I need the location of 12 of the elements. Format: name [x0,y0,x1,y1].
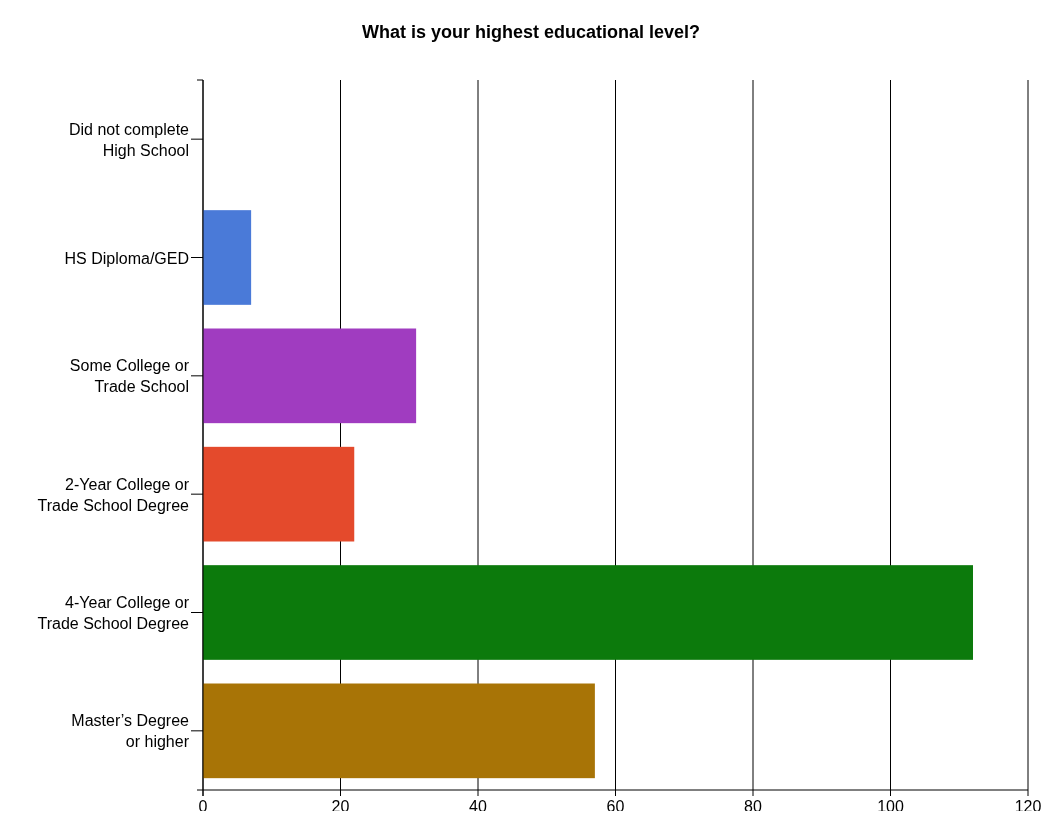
bar [203,565,973,660]
bar [203,683,595,779]
y-tick-label: 4-Year College or Trade School Degree [37,594,190,632]
y-tick-label: Did not complete High School [68,120,190,159]
y-tick-label: HS Diploma/GED [64,249,189,267]
bar [203,328,417,424]
y-tick-label: Some College or Trade School [69,357,190,396]
y-tick-label: 2-Year College or Trade School Degree [37,475,190,514]
y-tick-label: Master’s Degree or higher [71,712,190,751]
bar [203,446,355,542]
chart-title: What is your highest educational level? [361,22,701,42]
bar [203,210,252,305]
